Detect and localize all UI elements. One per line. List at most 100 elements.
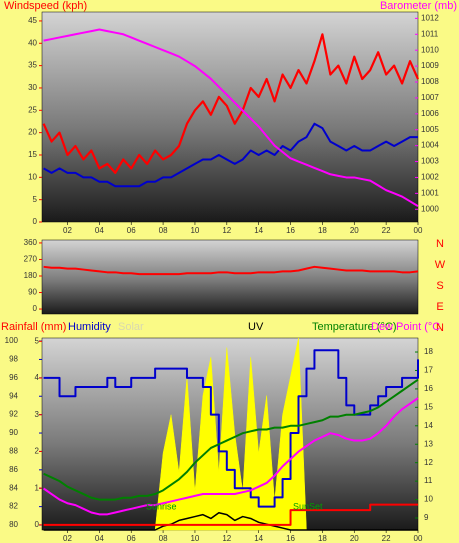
- y-tick-label: 20: [28, 128, 37, 137]
- y-tick-label: 1009: [421, 61, 439, 70]
- x-tick-label: 14: [254, 226, 263, 235]
- x-tick-label: 18: [318, 534, 327, 543]
- header-label: UV: [248, 321, 264, 333]
- y-tick-label: 0: [33, 217, 38, 226]
- series-line: [43, 397, 419, 516]
- series-line: [43, 122, 418, 188]
- x-tick-label: 04: [95, 226, 104, 235]
- y-tick-label: 45: [28, 16, 37, 25]
- y-tick-label: 15: [424, 402, 433, 411]
- compass-label: E: [436, 301, 443, 313]
- y-tick-label: 270: [24, 255, 38, 264]
- x-tick-label: 14: [254, 534, 263, 543]
- y-tick-label: 1006: [421, 109, 439, 118]
- y-tick-label: 5: [33, 195, 38, 204]
- x-tick-label: 06: [127, 534, 136, 543]
- y-tick-label: 0: [33, 304, 38, 313]
- y-tick-label: 1001: [421, 188, 439, 197]
- y-tick-label: 4: [35, 373, 40, 382]
- header-label: Humidity: [68, 321, 111, 333]
- series-line: [42, 33, 420, 174]
- x-tick-label: 10: [190, 226, 199, 235]
- y-tick-label: 92: [9, 410, 18, 419]
- x-tick-label: 04: [95, 534, 104, 543]
- x-tick-label: 00: [414, 534, 423, 543]
- y-tick-label: 25: [28, 105, 37, 114]
- x-tick-label: 18: [318, 226, 327, 235]
- y-tick-label: 14: [424, 421, 433, 430]
- compass-label: N: [436, 322, 444, 334]
- series-line: [43, 503, 418, 526]
- header-label: Temperature (°C): [312, 321, 396, 333]
- x-tick-label: 22: [382, 534, 391, 543]
- y-tick-label: 1004: [421, 141, 439, 150]
- x-tick-label: 12: [222, 226, 231, 235]
- y-tick-label: 96: [9, 373, 18, 382]
- y-tick-label: 1010: [421, 45, 439, 54]
- y-tick-label: 11: [424, 476, 433, 485]
- y-tick-label: 10: [424, 495, 433, 504]
- y-tick-label: 88: [9, 447, 18, 456]
- y-tick-label: 98: [9, 355, 18, 364]
- header-label: Rainfall (mm): [1, 321, 66, 333]
- x-tick-label: 22: [382, 226, 391, 235]
- x-tick-label: 20: [350, 534, 359, 543]
- y-tick-label: 82: [9, 502, 18, 511]
- y-tick-label: 3: [35, 410, 40, 419]
- y-tick-label: 80: [9, 520, 18, 529]
- y-tick-label: 18: [424, 347, 433, 356]
- x-tick-label: 08: [159, 226, 168, 235]
- series-line: [43, 511, 418, 531]
- y-tick-label: 16: [424, 384, 433, 393]
- y-tick-label: 40: [28, 38, 37, 47]
- y-tick-label: 15: [28, 150, 37, 159]
- y-tick-label: 13: [424, 439, 433, 448]
- series-line: [43, 378, 419, 501]
- y-tick-label: 360: [24, 238, 38, 247]
- y-tick-label: 1012: [421, 13, 439, 22]
- y-tick-label: 17: [424, 366, 433, 375]
- plot-background: [41, 239, 419, 315]
- y-tick-label: 1005: [421, 125, 439, 134]
- y-tick-label: 1002: [421, 173, 439, 182]
- x-tick-label: 06: [127, 226, 136, 235]
- y-tick-label: 84: [9, 483, 18, 492]
- y-tick-label: 1011: [421, 29, 439, 38]
- y-tick-label: 5: [35, 336, 40, 345]
- y-tick-label: 1003: [421, 157, 439, 166]
- x-tick-label: 12: [222, 534, 231, 543]
- compass-label: S: [436, 280, 443, 292]
- series-line: [43, 28, 419, 207]
- y-tick-label: 1: [35, 483, 40, 492]
- y-tick-label: 2: [35, 447, 40, 456]
- y-tick-label: 94: [9, 391, 18, 400]
- y-tick-label: 180: [24, 271, 38, 280]
- y-tick-label: 1007: [421, 93, 439, 102]
- compass-label: W: [435, 259, 446, 271]
- y-tick-label: 0: [35, 520, 40, 529]
- annotation: SunSet: [293, 501, 323, 511]
- y-tick-label: 1000: [421, 204, 439, 213]
- y-tick-label: 12: [424, 458, 433, 467]
- y-tick-label: 30: [28, 83, 37, 92]
- header-label: Solar: [118, 321, 144, 333]
- y-tick-label: 9: [424, 513, 429, 522]
- x-tick-label: 02: [63, 226, 72, 235]
- y-tick-label: 90: [28, 288, 37, 297]
- header-label: Dew Point (°C: [371, 321, 440, 333]
- header-label: Barometer (mb): [380, 0, 457, 12]
- x-tick-label: 10: [190, 534, 199, 543]
- x-tick-label: 16: [286, 226, 295, 235]
- y-tick-label: 86: [9, 465, 18, 474]
- y-tick-label: 90: [9, 428, 18, 437]
- annotation: Sunrise: [146, 501, 177, 511]
- y-tick-label: 1008: [421, 77, 439, 86]
- x-tick-label: 02: [63, 534, 72, 543]
- y-tick-label: 10: [28, 172, 37, 181]
- header-label: Windspeed (kph): [4, 0, 87, 12]
- plot-background: [41, 11, 419, 223]
- x-tick-label: 00: [414, 226, 423, 235]
- y-tick-label: 100: [5, 336, 19, 345]
- x-tick-label: 16: [286, 534, 295, 543]
